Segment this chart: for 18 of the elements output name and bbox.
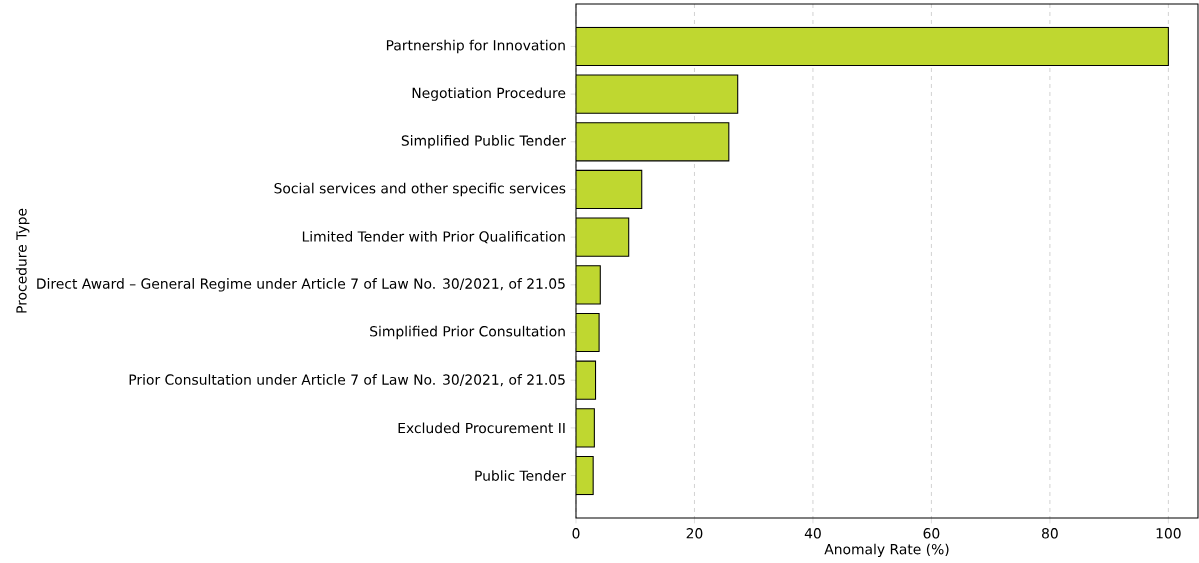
x-tick-label: 20 <box>686 528 703 539</box>
x-tick-label: 60 <box>923 528 940 539</box>
y-tick-label: Public Tender <box>475 470 566 481</box>
y-tick-label: Direct Award – General Regime under Article 7 of Law No. 30/2021, of 21.05 <box>37 278 565 292</box>
x-tick-label: 0 <box>572 528 580 539</box>
y-axis-title: Procedure Type <box>15 208 30 313</box>
y-tick-label: Excluded Procurement II <box>398 422 565 434</box>
x-tick-label: 100 <box>1156 528 1181 539</box>
x-axis-title: Anomaly Rate (%) <box>824 543 949 558</box>
y-tick-label: Partnership for Innovation <box>386 39 565 54</box>
y-tick-label: Simplified Prior Consultation <box>370 325 565 340</box>
y-tick-label: Social services and other specific services <box>274 182 566 197</box>
x-tick-label: 40 <box>804 528 821 539</box>
y-tick-label: Negotiation Procedure <box>412 87 566 101</box>
x-tick-label: 80 <box>1042 528 1058 539</box>
y-tick-label: Simplified Public Tender <box>401 135 566 149</box>
y-tick-label: Limited Tender with Prior Qualification <box>302 230 565 244</box>
y-tick-label: Prior Consultation under Article 7 of Law No. 30/2021, of 21.05 <box>129 374 565 387</box>
